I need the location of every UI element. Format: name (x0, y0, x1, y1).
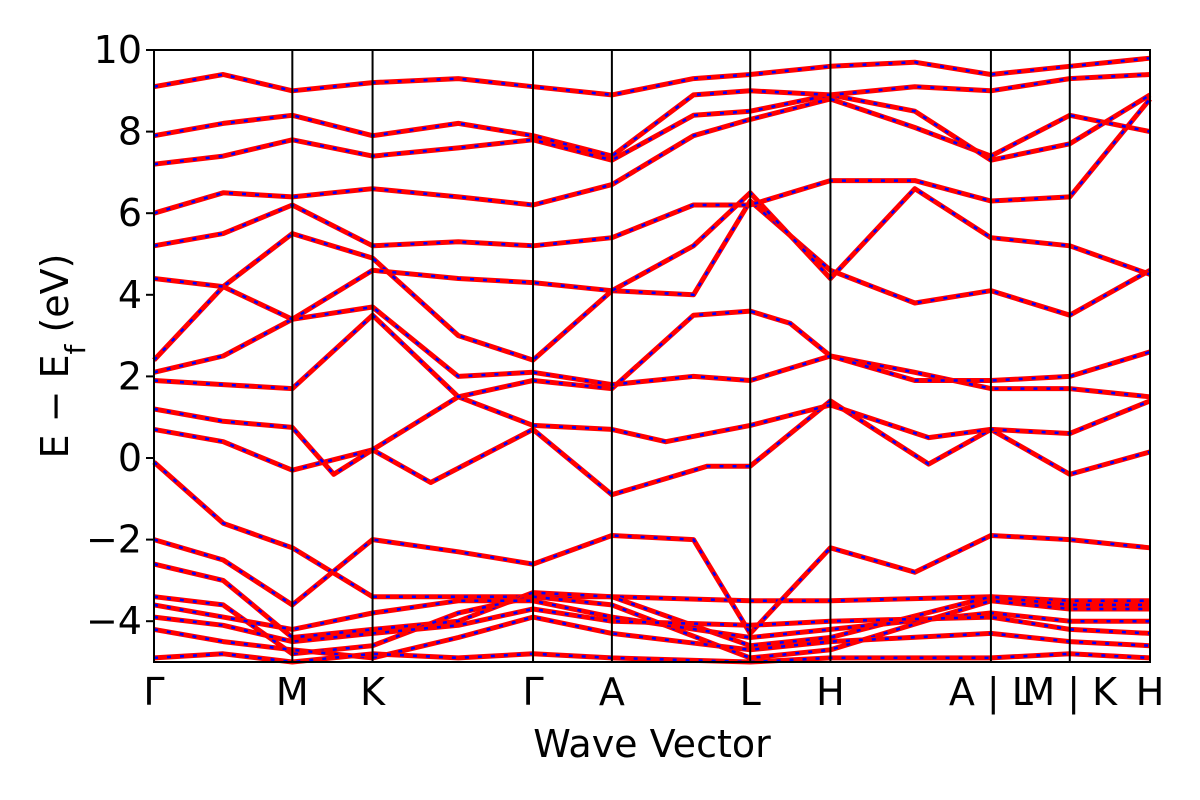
x-axis-label: Wave Vector (533, 722, 771, 766)
y-axis-label-subscript: f (59, 343, 92, 354)
y-tick-label-1: 8 (118, 110, 142, 154)
band-line-dashed-4 (153, 305, 1151, 386)
x-tick-label-9: H (1136, 670, 1165, 714)
band-line-10 (153, 72, 1151, 159)
y-tick-label-0: 10 (94, 28, 142, 72)
band-line-dashed-18 (153, 652, 1151, 664)
band-line-dashed-1 (153, 399, 1151, 497)
band-line-5 (152, 198, 1152, 363)
x-tick-label-8: M | K (1022, 670, 1118, 715)
y-axis-label-unit: (eV) (33, 254, 77, 345)
band-line-dashed-15 (153, 599, 1150, 639)
y-tick-label-4: 2 (118, 354, 142, 398)
y-tick-label-6: −2 (86, 518, 142, 562)
y-tick-label-3: 4 (118, 273, 142, 317)
x-tick-label-5: L (740, 670, 761, 714)
band-line-dashed-3 (153, 309, 1151, 399)
x-tick-label-3: Γ (522, 670, 543, 714)
band-line-4 (153, 304, 1151, 388)
band-line-dashed-14 (153, 595, 1150, 660)
band-lines (152, 55, 1152, 665)
y-tick-label-2: 6 (118, 191, 142, 235)
y-axis-label: E − Ef (eV) (33, 254, 92, 459)
band-line-7 (153, 97, 1152, 249)
y-tick-label-5: 0 (118, 436, 142, 480)
band-line-6 (153, 186, 1151, 322)
band-line-11 (153, 55, 1151, 98)
high-symmetry-lines (291, 50, 1071, 662)
band-line-dashed-12 (153, 534, 1151, 636)
band-line-dashed-17 (153, 615, 1151, 660)
x-axis-ticks: Γ M K Γ A L H A | LM | K H (143, 670, 1164, 715)
band-line-1 (153, 398, 1151, 498)
x-tick-label-2: K (360, 670, 386, 714)
band-line-dashed-9 (153, 93, 1151, 166)
plot-frame (153, 49, 1151, 663)
band-line-dashed-5 (153, 199, 1151, 362)
y-axis-label-base: E − E (33, 354, 77, 458)
x-tick-label-7: A | L (949, 670, 1033, 715)
y-tick-label-7: −4 (86, 599, 142, 643)
y-axis-ticks: 10 8 6 4 2 0 −2 −4 (86, 28, 154, 643)
x-tick-label-0: Γ (143, 670, 164, 714)
x-tick-label-4: A (599, 670, 625, 714)
x-tick-label-6: H (816, 670, 845, 714)
band-line-16 (153, 606, 1151, 645)
band-line-3 (153, 308, 1151, 400)
x-tick-label-1: M (276, 670, 309, 714)
